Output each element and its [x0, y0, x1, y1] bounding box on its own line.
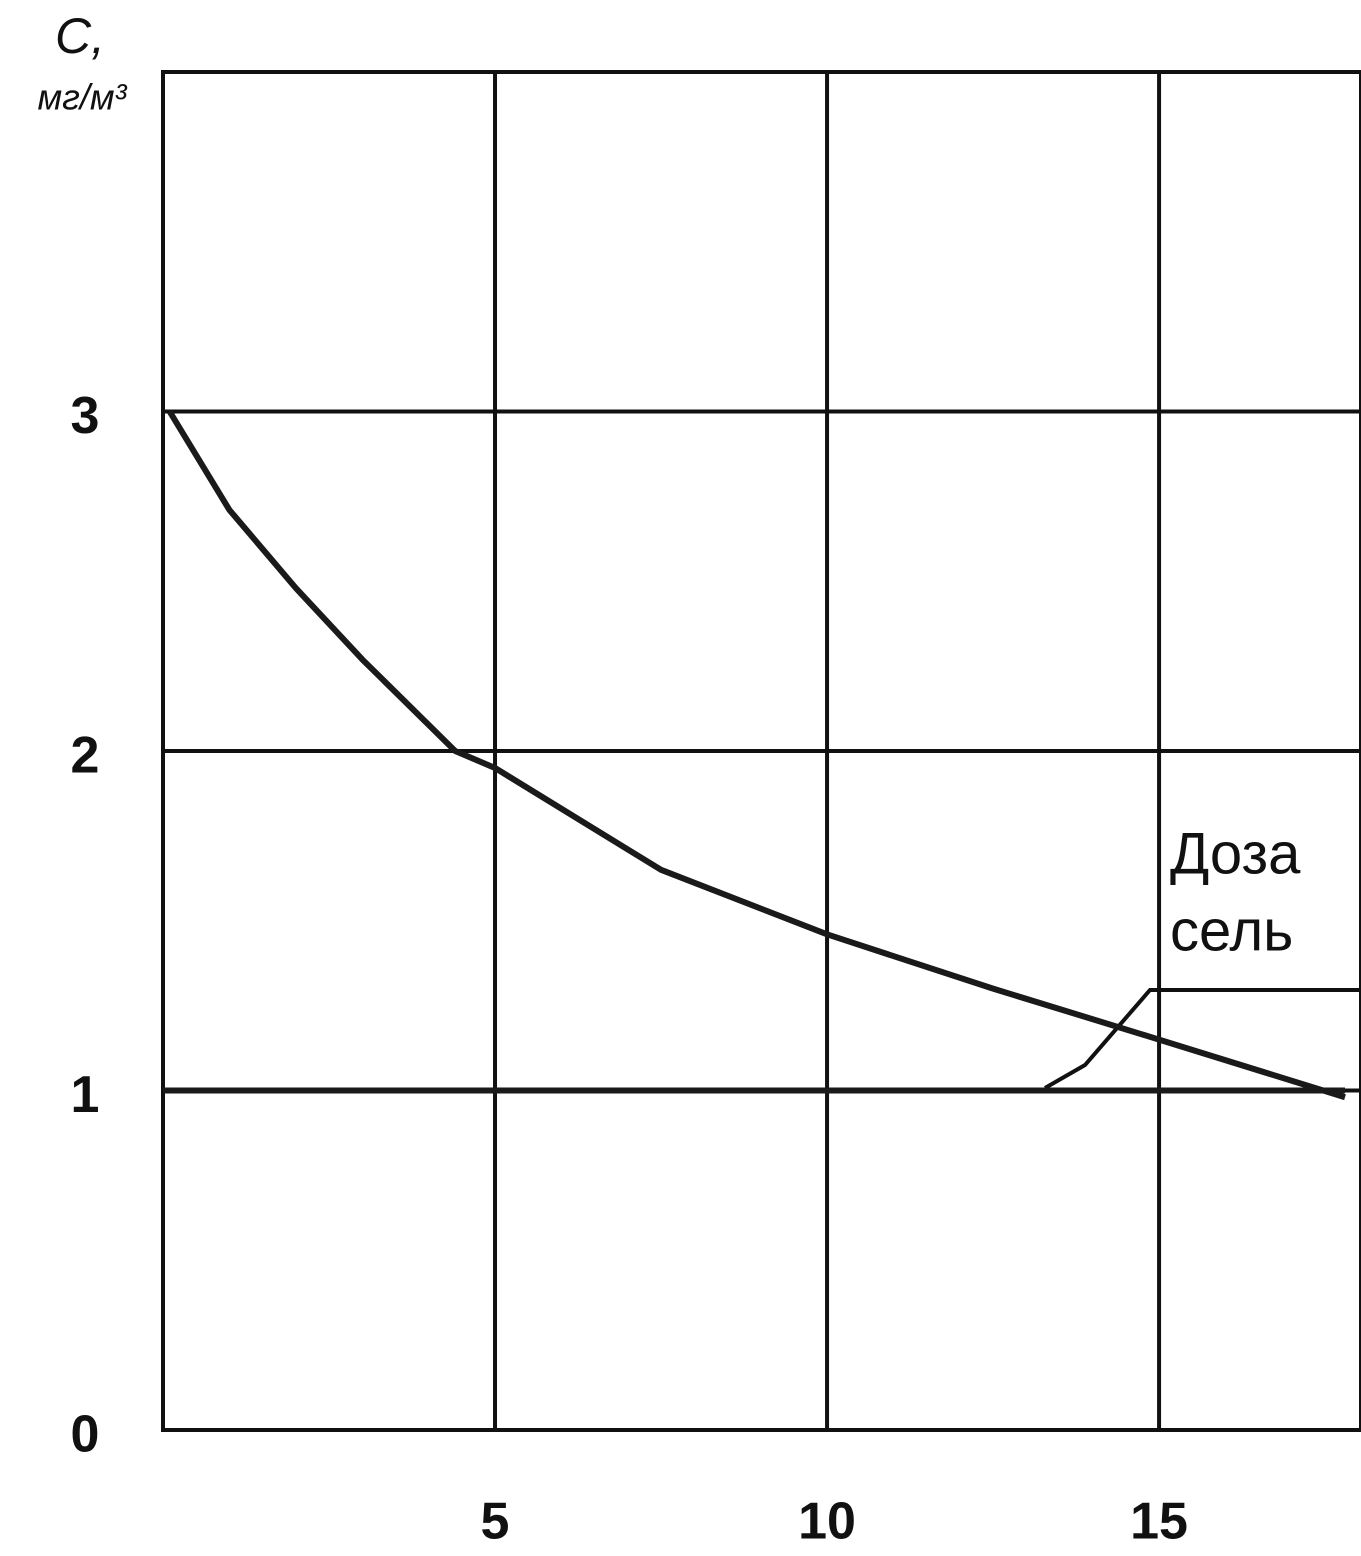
- y-tick-label: 3: [71, 387, 100, 445]
- leader-line: [1044, 988, 1361, 1090]
- y-tick-label: 1: [71, 1066, 100, 1124]
- y-axis-unit: мг/м³: [37, 77, 127, 118]
- y-axis-label: С,: [55, 8, 105, 64]
- data-line: [167, 409, 1346, 1101]
- y-tick-label: 2: [71, 727, 100, 785]
- annotation: сель: [1170, 898, 1293, 963]
- x-tick-label: 10: [798, 1493, 856, 1551]
- x-tick-label: 15: [1130, 1493, 1188, 1551]
- y-tick-label: 0: [71, 1406, 100, 1464]
- x-tick-label: 5: [481, 1493, 510, 1551]
- annotation: Доза: [1170, 821, 1301, 886]
